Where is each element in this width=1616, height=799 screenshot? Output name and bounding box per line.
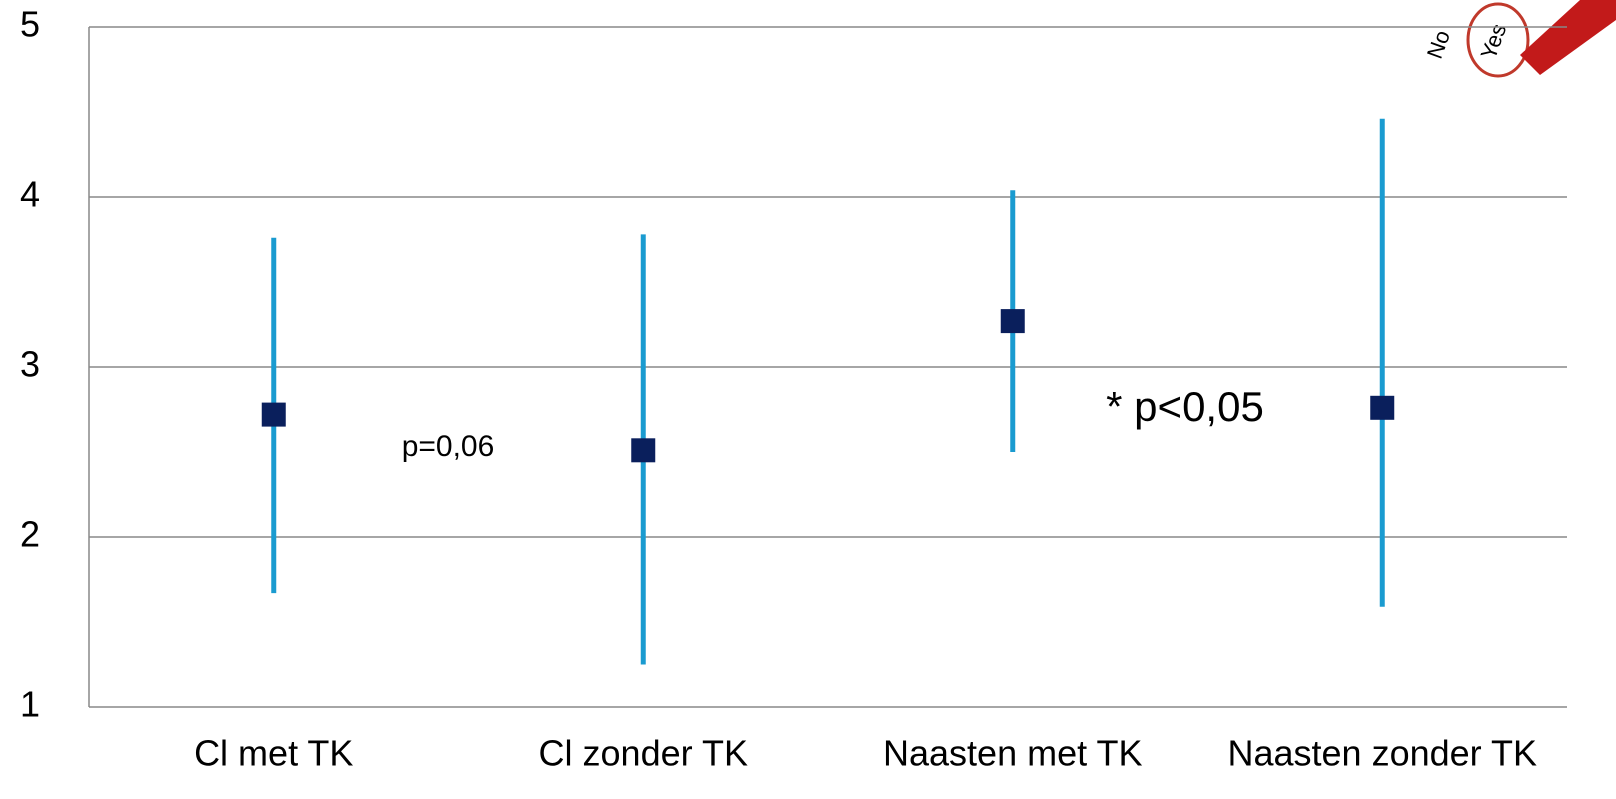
x-tick-label: Naasten met TK bbox=[883, 733, 1142, 774]
icon-text: No bbox=[1422, 27, 1455, 62]
y-tick-label: 5 bbox=[20, 4, 40, 45]
marker bbox=[1001, 309, 1025, 333]
y-tick-label: 1 bbox=[20, 684, 40, 725]
annotation: * p<0,05 bbox=[1106, 383, 1264, 430]
y-tick-label: 4 bbox=[20, 174, 40, 215]
y-tick-label: 2 bbox=[20, 514, 40, 555]
marker bbox=[631, 438, 655, 462]
yes-no-icon: No Yes bbox=[1422, 0, 1616, 76]
x-tick-label: Naasten zonder TK bbox=[1227, 733, 1537, 774]
icon-pen bbox=[1520, 0, 1616, 75]
marker bbox=[262, 403, 286, 427]
x-tick-label: Cl met TK bbox=[194, 733, 353, 774]
x-tick-label: Cl zonder TK bbox=[539, 733, 748, 774]
annotation: p=0,06 bbox=[402, 430, 495, 463]
y-tick-label: 3 bbox=[20, 344, 40, 385]
marker bbox=[1370, 396, 1394, 420]
chart: No Yes 1 2 3 4 5 Cl met TK Cl zonder TK Naasten… bbox=[0, 0, 1616, 799]
